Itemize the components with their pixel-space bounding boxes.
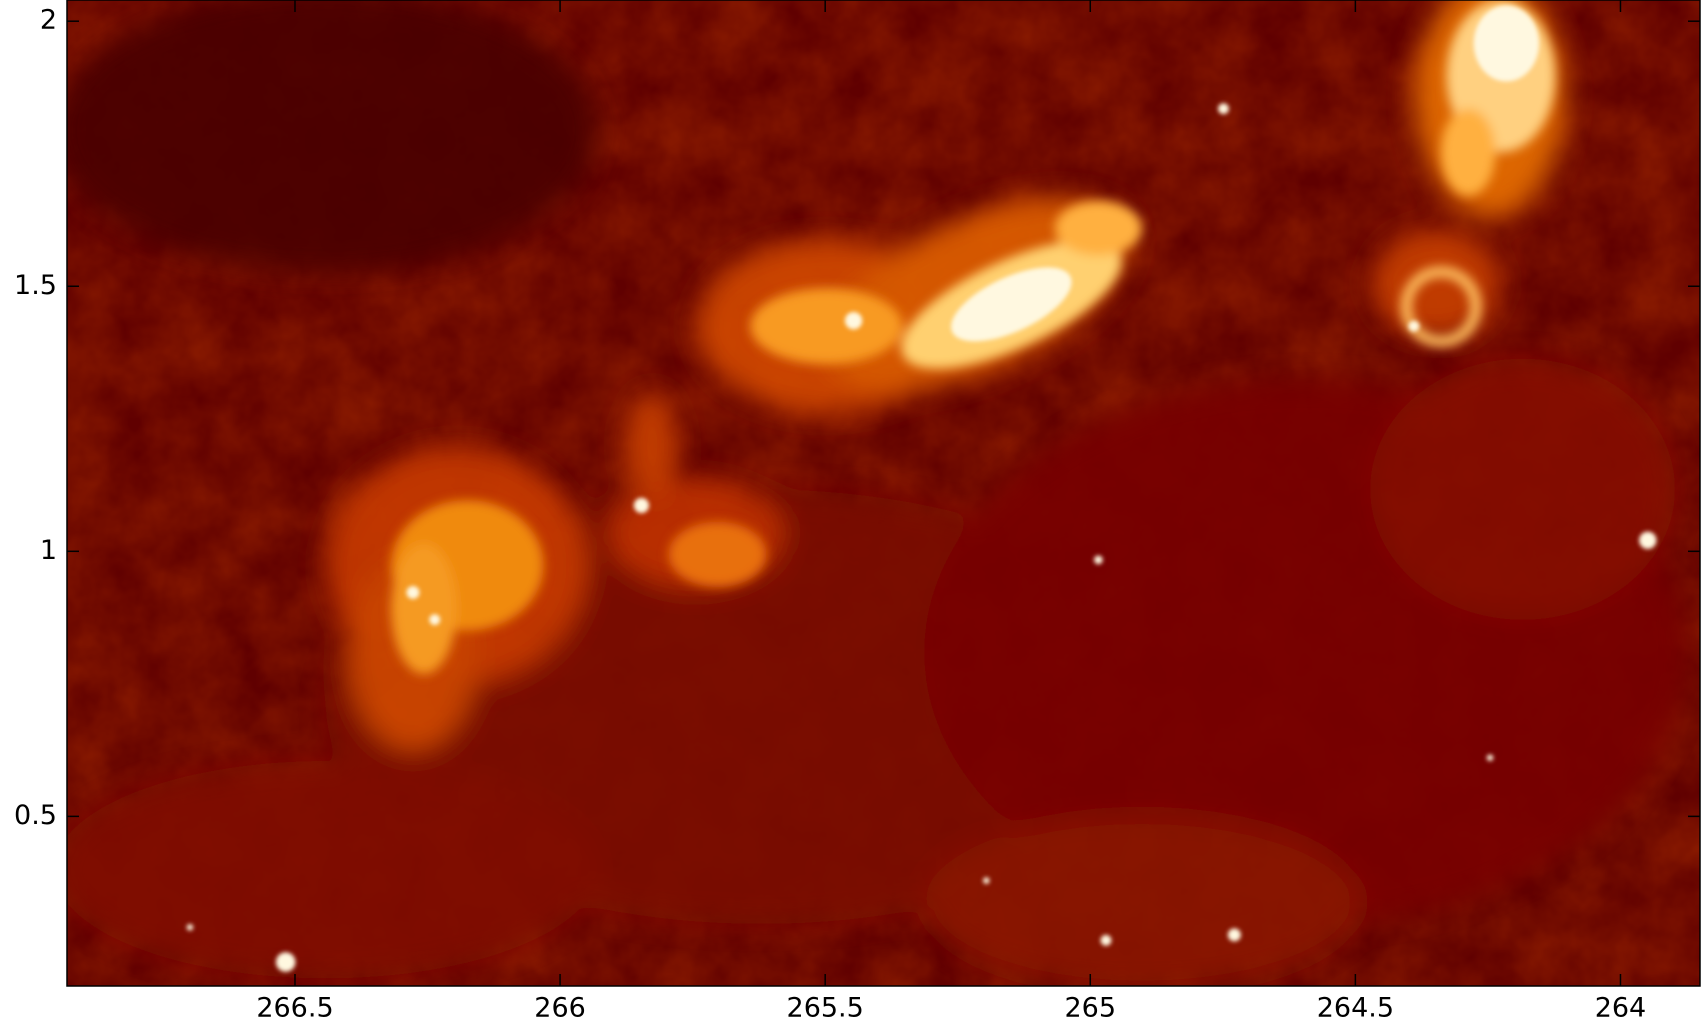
y-tick-label: 1 [40, 535, 57, 566]
y-tick-label: 0.5 [14, 800, 57, 831]
y-tick-label: 2 [40, 5, 57, 36]
x-tick-label: 266.5 [256, 993, 333, 1023]
y-tick-label: 1.5 [14, 270, 57, 301]
page: 266.5266265.5265264.52640.511.52 (() => … [0, 0, 1703, 1023]
chart: 266.5 266 265.5 265 264.5 264 0.5 1 1.5 2 [0, 0, 1703, 1023]
x-tick-label: 265.5 [787, 993, 864, 1023]
x-tick-label: 264.5 [1317, 993, 1394, 1023]
sky-image [54, 0, 1700, 989]
x-tick-label: 266 [534, 993, 586, 1023]
x-tick-label: 265 [1065, 993, 1117, 1023]
x-tick-label: 264 [1595, 993, 1647, 1023]
